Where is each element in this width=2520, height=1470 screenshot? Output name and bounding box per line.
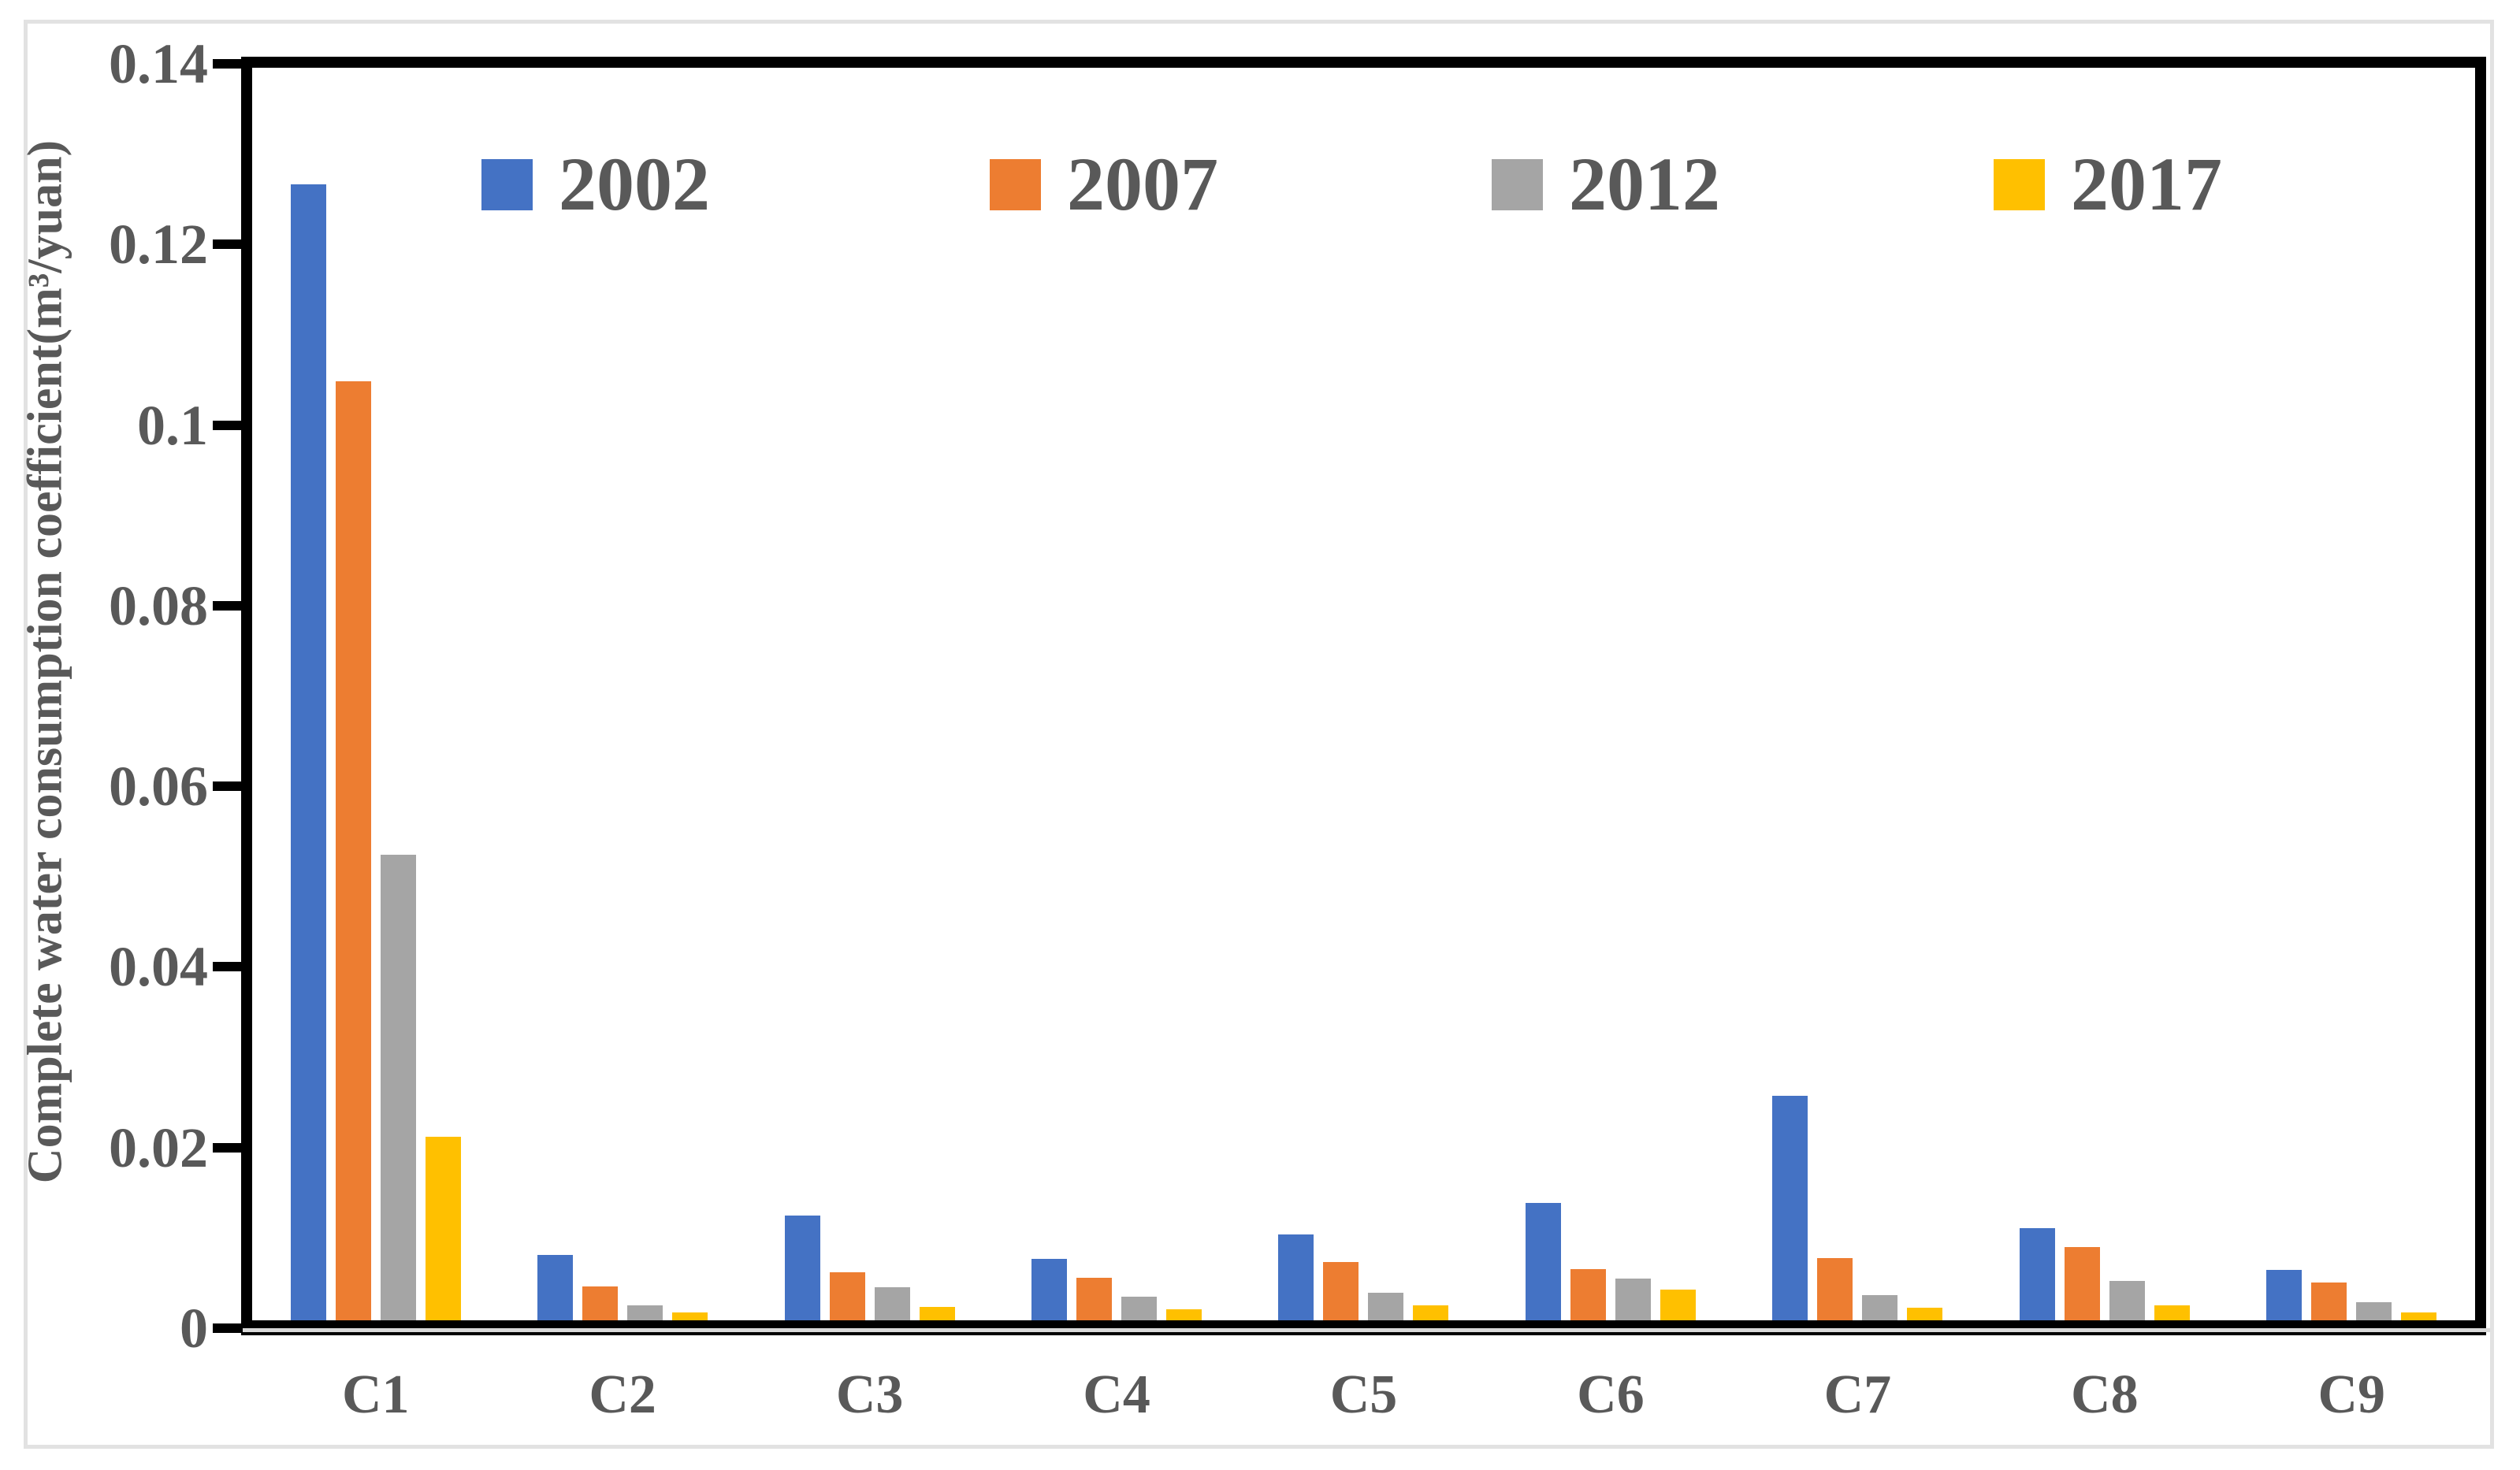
bar-2007-C4 (1076, 1277, 1113, 1320)
x-label-C2: C2 (589, 1364, 656, 1425)
bar-2017-C1 (425, 1137, 461, 1320)
x-label-C9: C9 (2317, 1364, 2386, 1425)
bar-2002-C9 (2266, 1270, 2303, 1320)
legend-swatch-2007 (990, 158, 1041, 210)
bar-2002-C2 (537, 1255, 574, 1320)
bar-group-C9 (2228, 68, 2475, 1320)
bar-group-C6 (1487, 68, 1734, 1320)
bar-2002-C4 (1031, 1258, 1068, 1320)
y-tick-mark-0.04 (213, 962, 243, 972)
bar-2012-C5 (1368, 1292, 1404, 1320)
y-tick-mark-0.02 (213, 1142, 243, 1153)
legend-item-2007: 2007 (990, 147, 1218, 222)
y-tick-label-0.08: 0.08 (109, 574, 208, 637)
x-label-C6: C6 (1577, 1364, 1645, 1425)
bar-2017-C3 (919, 1306, 955, 1320)
y-tick-label-0: 0 (180, 1297, 208, 1360)
bars-area (252, 68, 2475, 1320)
bar-group-C5 (1240, 68, 1487, 1320)
bar-2017-C5 (1413, 1305, 1449, 1320)
x-label-C8: C8 (2071, 1364, 2139, 1425)
y-tick-label-0.1: 0.1 (137, 393, 208, 457)
bar-2012-C4 (1121, 1297, 1158, 1320)
legend-label-2012: 2012 (1569, 142, 1720, 226)
bar-2017-C6 (1660, 1290, 1696, 1320)
y-tick-mark-0.1 (213, 420, 243, 430)
bar-2002-C5 (1278, 1234, 1314, 1320)
bar-2007-C1 (335, 380, 371, 1320)
figure-outer-border (24, 20, 2494, 1449)
x-label-C3: C3 (835, 1364, 904, 1425)
y-tick-label-0.12: 0.12 (109, 213, 208, 277)
bar-group-C3 (746, 68, 993, 1320)
x-label-C7: C7 (1823, 1364, 1892, 1425)
bar-2012-C2 (627, 1305, 663, 1320)
bar-2012-C6 (1615, 1278, 1651, 1320)
x-axis-line (241, 1320, 2486, 1328)
legend-item-2002: 2002 (481, 147, 710, 222)
x-label-C4: C4 (1083, 1364, 1150, 1425)
plot-area-border (241, 57, 2486, 1320)
bar-group-C4 (993, 68, 1240, 1320)
bar-2012-C1 (380, 855, 416, 1320)
x-label-C5: C5 (1329, 1364, 1398, 1425)
bar-2002-C1 (290, 184, 326, 1320)
y-tick-mark-0.08 (213, 600, 243, 611)
bar-2017-C8 (2154, 1305, 2190, 1320)
legend-swatch-2002 (481, 158, 533, 210)
bar-2017-C9 (2401, 1312, 2437, 1320)
legend-swatch-2017 (1994, 158, 2045, 210)
y-tick-label-0.02: 0.02 (109, 1115, 208, 1179)
y-tick-mark-0.14 (213, 59, 243, 69)
bar-2007-C6 (1570, 1269, 1606, 1320)
bar-group-C7 (1734, 68, 1981, 1320)
y-tick-mark-0.06 (213, 781, 243, 792)
bar-2002-C7 (1772, 1095, 1808, 1320)
legend-item-2012: 2012 (1492, 147, 1720, 222)
bar-2007-C3 (829, 1271, 865, 1320)
x-axis-line-shadow (241, 1328, 2490, 1332)
plot-bottom-border (241, 1332, 2486, 1335)
bar-group-C8 (1981, 68, 2228, 1320)
bar-2017-C4 (1166, 1309, 1202, 1320)
bar-2017-C2 (672, 1312, 708, 1320)
y-tick-label-0.04: 0.04 (109, 935, 208, 999)
bar-2012-C7 (1862, 1295, 1898, 1320)
bar-2007-C5 (1323, 1262, 1359, 1320)
bar-2007-C8 (2064, 1246, 2100, 1320)
bar-group-C2 (499, 68, 745, 1320)
y-tick-label-0.06: 0.06 (109, 755, 208, 819)
legend-label-2002: 2002 (559, 142, 710, 226)
legend-item-2017: 2017 (1994, 147, 2222, 222)
y-tick-mark-0.12 (213, 239, 243, 250)
x-label-C1: C1 (341, 1364, 410, 1425)
y-axis-title: Complete water consumption coefficient(m… (18, 139, 72, 1184)
bar-2002-C6 (1525, 1203, 1561, 1320)
legend-swatch-2012 (1492, 158, 1543, 210)
bar-2002-C3 (784, 1216, 820, 1320)
bar-2012-C9 (2356, 1302, 2392, 1320)
bar-2012-C3 (874, 1286, 910, 1320)
legend-label-2007: 2007 (1067, 142, 1218, 226)
legend-label-2017: 2017 (2071, 142, 2222, 226)
bar-2007-C2 (582, 1286, 619, 1320)
y-tick-label-0.14: 0.14 (109, 32, 208, 95)
bar-2007-C7 (1817, 1257, 1853, 1320)
y-tick-mark-0 (213, 1323, 243, 1333)
bar-group-C1 (252, 68, 499, 1320)
bar-2012-C8 (2109, 1281, 2145, 1320)
bar-2007-C9 (2311, 1283, 2347, 1320)
bar-2002-C8 (2019, 1228, 2055, 1320)
bar-2017-C7 (1907, 1308, 1943, 1320)
